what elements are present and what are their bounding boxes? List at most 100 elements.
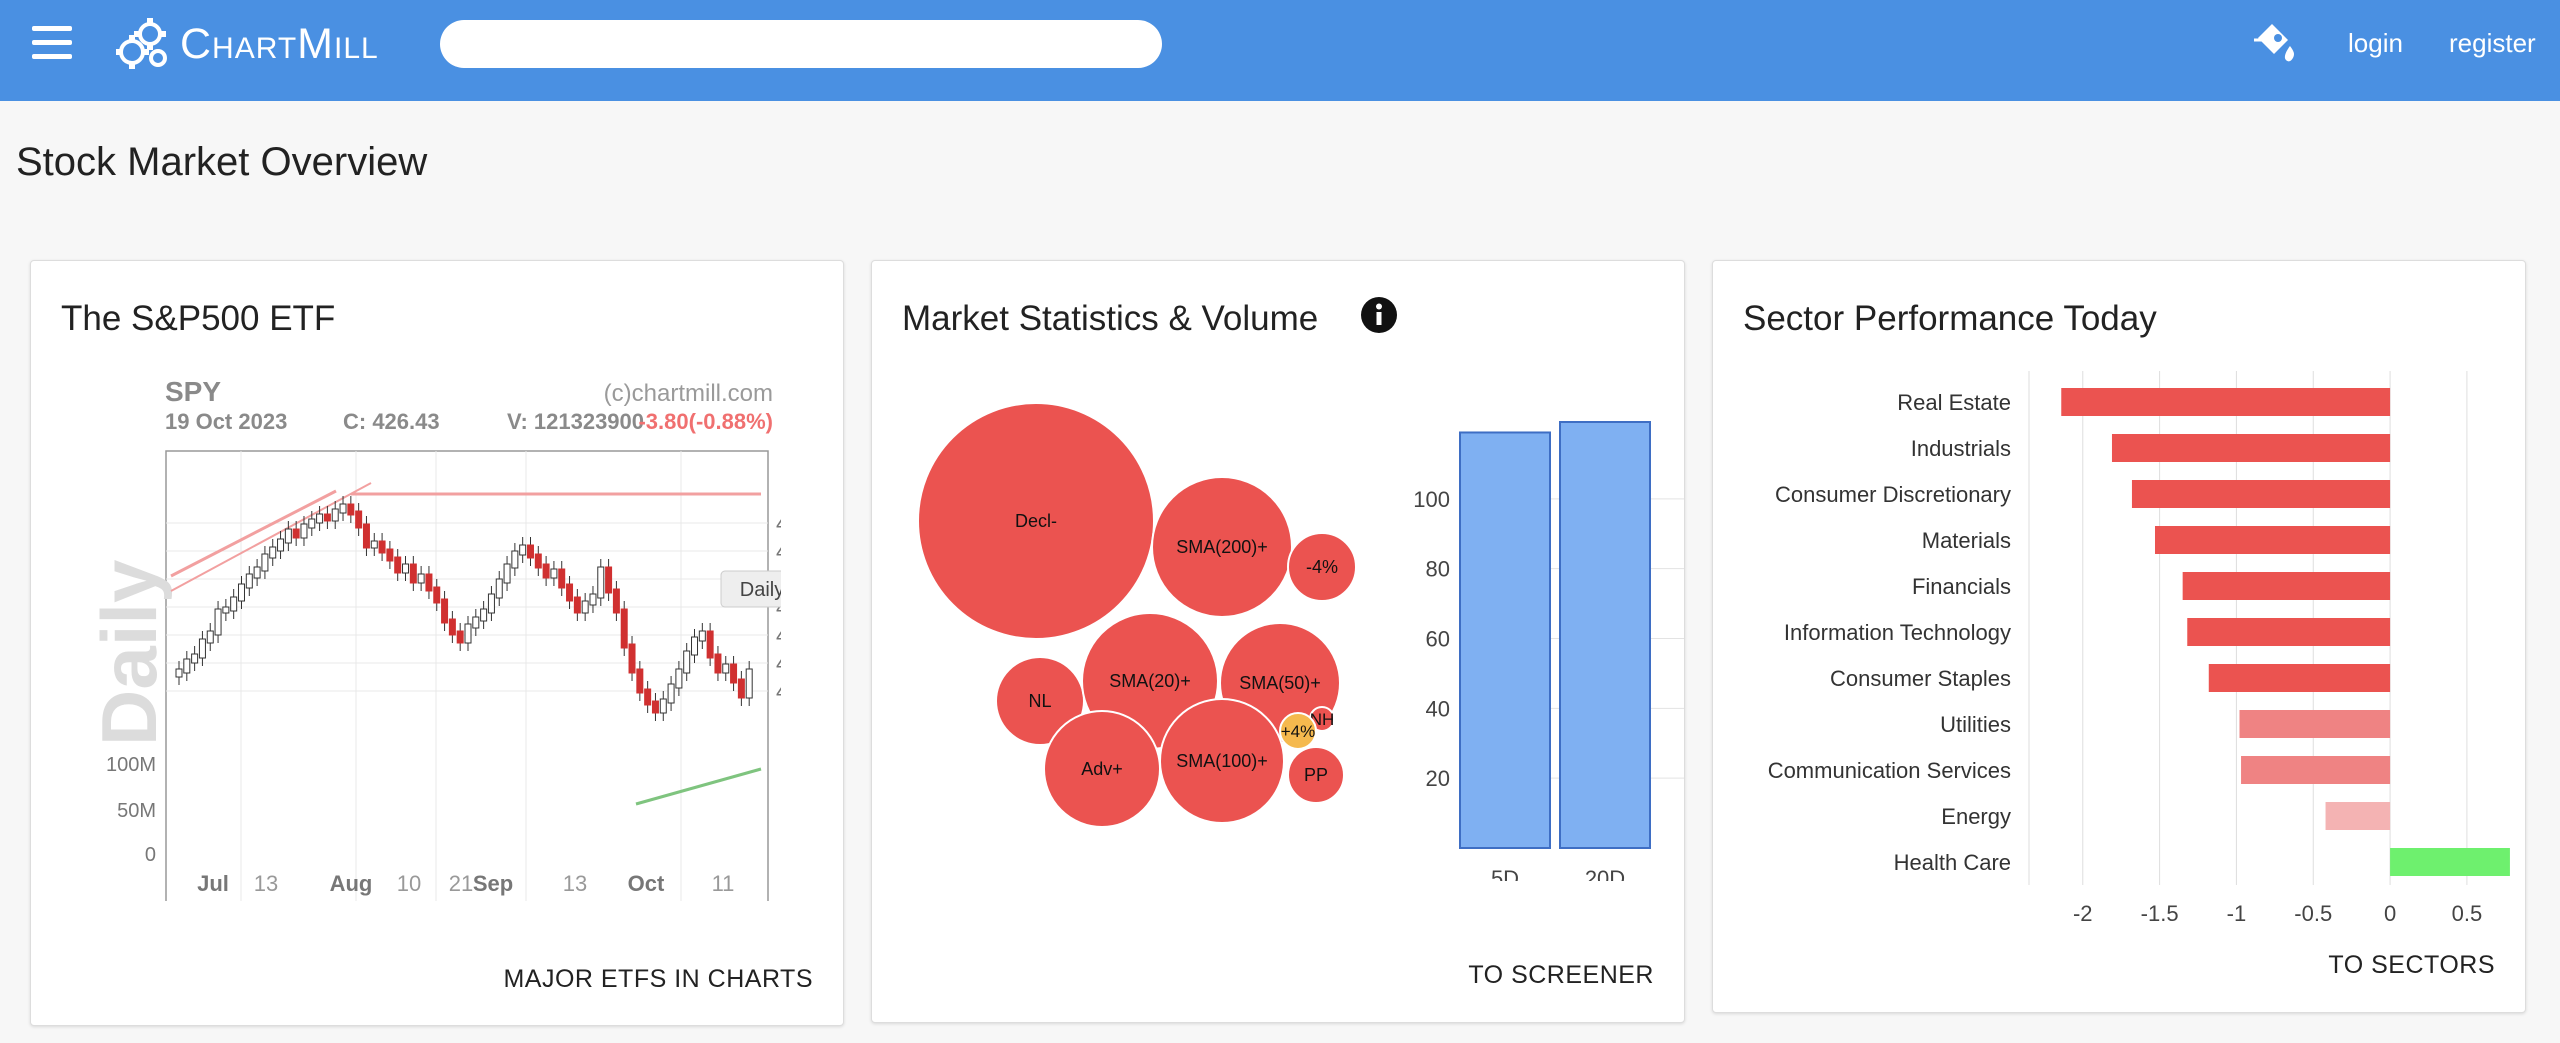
trend-line bbox=[170, 489, 337, 578]
price-tick-label: 425 bbox=[776, 679, 781, 704]
chartmill-logo[interactable]: ChartMill bbox=[114, 14, 379, 74]
candle-body bbox=[511, 550, 519, 569]
candle-body bbox=[503, 563, 511, 584]
bubble-label: +4% bbox=[1281, 722, 1316, 741]
volume-tick-label: 0 bbox=[145, 844, 156, 866]
sector-bar bbox=[2241, 756, 2391, 784]
x-tick-label: 20D bbox=[1585, 866, 1625, 881]
candle-body bbox=[394, 556, 402, 574]
sector-bar bbox=[2239, 710, 2391, 738]
candle-body bbox=[323, 513, 331, 522]
bubble bbox=[1279, 712, 1317, 750]
candle-body bbox=[558, 568, 566, 589]
x-tick-label: 0 bbox=[2384, 901, 2396, 926]
candle-body bbox=[683, 650, 691, 674]
sector-label: Consumer Staples bbox=[1830, 666, 2011, 691]
sector-bar bbox=[2154, 526, 2391, 554]
tooltip-box bbox=[720, 570, 781, 608]
candle-body bbox=[464, 623, 472, 644]
x-tick-label: -1 bbox=[2227, 901, 2247, 926]
sector-card-title: Sector Performance Today bbox=[1743, 299, 2157, 338]
spy-price-chart[interactable]: SPY (c)chartmill.com 19 Oct 2023 C: 426.43 V… bbox=[61, 371, 781, 901]
info-icon[interactable] bbox=[1360, 296, 1398, 334]
sector-label: Communication Services bbox=[1768, 758, 2011, 783]
candle-body bbox=[339, 503, 347, 514]
volume-bar bbox=[1559, 421, 1651, 849]
top-navigation-bar: ChartMill login register bbox=[0, 0, 2560, 101]
search-input[interactable] bbox=[440, 20, 1162, 68]
sector-bar bbox=[2131, 480, 2391, 508]
y-tick-label: 100 bbox=[1413, 487, 1450, 512]
sector-bar bbox=[2208, 664, 2391, 692]
sector-bar bbox=[2325, 802, 2391, 830]
market-stats-bubble-chart[interactable]: Decl- SMA(200)+ -4% NL SMA(20)+ SMA(50)+ NH+4%… bbox=[872, 401, 1372, 1001]
x-tick-label: -0.5 bbox=[2294, 901, 2332, 926]
register-link[interactable]: register bbox=[2449, 28, 2536, 58]
candle-body bbox=[612, 588, 620, 614]
bubble-label: NL bbox=[1028, 691, 1051, 711]
candle-body bbox=[183, 658, 191, 674]
trend-line bbox=[170, 482, 372, 592]
volume-bar-chart[interactable]: 20 40 60 80 100 5D 20D bbox=[1372, 401, 1684, 881]
candle-body bbox=[277, 538, 285, 552]
candle-body bbox=[573, 596, 581, 614]
candle-body bbox=[487, 593, 495, 614]
candle-body bbox=[292, 528, 300, 539]
candle-body bbox=[237, 583, 245, 602]
volume-tick-label: 50M bbox=[117, 800, 156, 822]
candle-body bbox=[659, 698, 667, 714]
sector-bar bbox=[2390, 848, 2510, 876]
paint-bucket-icon[interactable] bbox=[2248, 18, 2300, 68]
candle-body bbox=[636, 668, 644, 694]
sp500-card-title: The S&P500 ETF bbox=[61, 299, 336, 338]
sector-performance-chart[interactable]: -2 -1.5 -1 -0.5 0 0.5 Real Estate Industrials Co… bbox=[1713, 361, 2523, 941]
candle-body bbox=[308, 518, 316, 529]
candle-body bbox=[331, 508, 339, 522]
to-sectors-link[interactable]: TO SECTORS bbox=[2328, 951, 2495, 979]
candle-body bbox=[245, 573, 253, 589]
candle-body bbox=[230, 596, 238, 612]
x-tick-label: 5D bbox=[1491, 866, 1519, 881]
candle-body bbox=[448, 618, 456, 636]
gears-icon bbox=[116, 18, 167, 69]
bubble bbox=[1287, 746, 1345, 804]
bubble-label: SMA(100)+ bbox=[1176, 751, 1268, 771]
sector-label: Industrials bbox=[1911, 436, 2011, 461]
candle-body bbox=[675, 668, 683, 689]
candle-body bbox=[417, 573, 425, 584]
daily-chart-tooltip: Daily chart bbox=[720, 570, 781, 608]
sector-bar bbox=[2061, 388, 2391, 416]
sector-label: Energy bbox=[1941, 804, 2011, 829]
x-tick-label: -1.5 bbox=[2141, 901, 2179, 926]
candle-body bbox=[409, 563, 417, 584]
candle-body bbox=[370, 540, 378, 549]
candle-body bbox=[261, 553, 269, 572]
candle-body bbox=[698, 630, 706, 642]
bubble-label: SMA(20)+ bbox=[1109, 671, 1191, 691]
bubble bbox=[1287, 532, 1357, 602]
candle-body bbox=[472, 616, 480, 629]
to-screener-link[interactable]: TO SCREENER bbox=[1468, 961, 1654, 989]
candle-body bbox=[386, 548, 394, 562]
candle-body bbox=[347, 503, 355, 516]
bubble bbox=[1151, 476, 1293, 618]
tooltip-text: Daily chart bbox=[740, 579, 781, 601]
x-tick-label: 0.5 bbox=[2452, 901, 2483, 926]
candle-body bbox=[433, 586, 441, 604]
candle-body bbox=[316, 513, 324, 524]
candle-body bbox=[722, 663, 730, 674]
candle-body bbox=[222, 606, 230, 614]
y-tick-label: 20 bbox=[1426, 766, 1450, 791]
candle-body bbox=[714, 653, 722, 674]
candle-body bbox=[253, 566, 261, 579]
login-link[interactable]: login bbox=[2348, 28, 2403, 58]
sector-label: Health Care bbox=[1894, 850, 2011, 875]
menu-icon[interactable] bbox=[32, 26, 72, 60]
candle-body bbox=[526, 544, 534, 559]
chart-date: 19 Oct 2023 bbox=[165, 409, 287, 434]
major-etfs-link[interactable]: MAJOR ETFS IN CHARTS bbox=[503, 965, 813, 993]
price-tick-label: 435 bbox=[776, 623, 781, 648]
candle-body bbox=[284, 528, 292, 544]
bubble-label: PP bbox=[1304, 765, 1328, 785]
chart-volume: V: 121323900 bbox=[507, 409, 644, 434]
